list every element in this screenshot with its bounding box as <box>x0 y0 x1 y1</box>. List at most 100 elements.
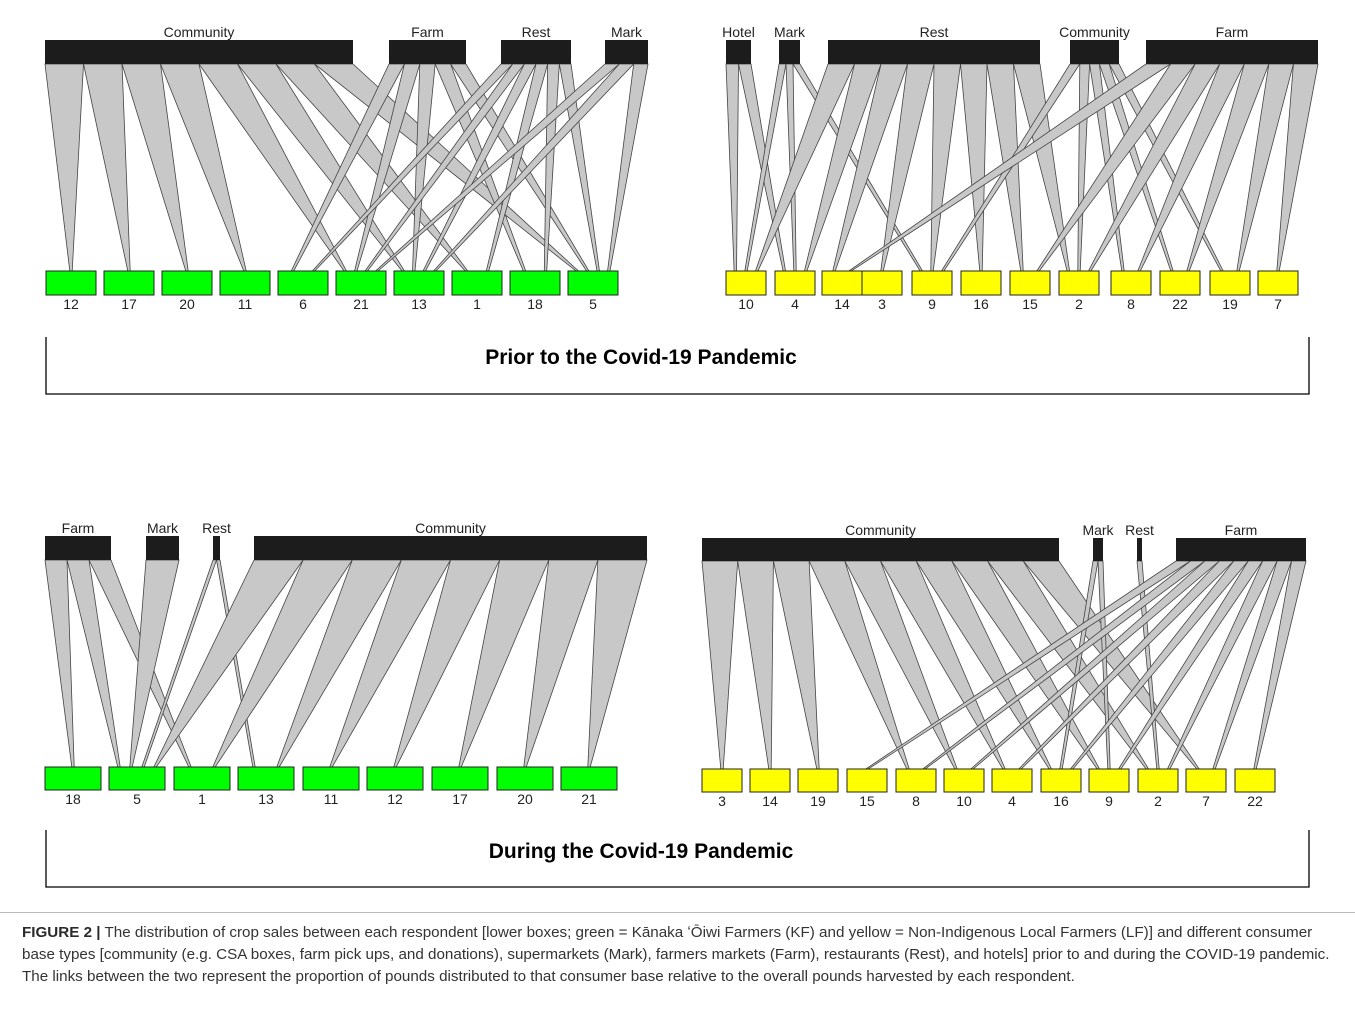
respondent-label-14: 14 <box>762 793 778 809</box>
link-community-to-3 <box>701 560 739 770</box>
link-farm-to-18 <box>44 559 75 768</box>
link-community-to-17 <box>83 63 131 272</box>
consumer-label-rest: Rest <box>1125 522 1154 538</box>
respondent-box-14 <box>821 270 863 296</box>
consumer-bar-rest <box>828 40 1040 64</box>
respondent-box-19 <box>797 768 839 793</box>
respondent-label-5: 5 <box>589 296 597 312</box>
nodes-layer: Community Mark Rest Farm 3 14 19 15 8 10 4 16 9 2 7 22 <box>701 522 1306 809</box>
respondent-box-18 <box>509 270 561 296</box>
respondent-box-13 <box>237 766 295 791</box>
respondent-box-20 <box>496 766 554 791</box>
respondent-box-11 <box>302 766 360 791</box>
link-farm-to-13 <box>412 63 436 272</box>
nodes-layer: Hotel Mark Rest Community Farm 10 4 14 3 9 16 15 2 8 2… <box>722 24 1318 312</box>
respondent-box-5 <box>567 270 619 296</box>
respondent-label-22: 22 <box>1247 793 1263 809</box>
respondent-label-11: 11 <box>324 791 339 807</box>
respondent-label-18: 18 <box>65 791 81 807</box>
figure-label: FIGURE 2 | <box>22 924 101 941</box>
respondent-label-6: 6 <box>299 296 307 312</box>
consumer-bar-community <box>1070 40 1119 64</box>
link-rest-to-18 <box>543 63 560 272</box>
respondent-box-10 <box>725 270 767 296</box>
respondent-label-12: 12 <box>387 791 403 807</box>
consumer-label-community: Community <box>1059 24 1130 40</box>
link-community-to-14 <box>737 560 774 770</box>
panel-prior-bracket: Prior to the Covid-19 Pandemic <box>45 337 1310 395</box>
respondent-box-16 <box>1040 768 1082 793</box>
respondent-box-6 <box>277 270 329 296</box>
panel-during-bracket: During the Covid-19 Pandemic <box>45 830 1310 888</box>
respondent-box-1 <box>451 270 503 296</box>
consumer-bar-mark <box>605 40 648 64</box>
respondent-box-4 <box>991 768 1033 793</box>
respondent-box-9 <box>911 270 953 296</box>
consumer-label-hotel: Hotel <box>722 24 755 40</box>
respondent-box-16 <box>960 270 1002 296</box>
respondent-box-12 <box>45 270 97 296</box>
link-community-to-19 <box>772 560 820 770</box>
consumer-bar-mark <box>779 40 800 64</box>
consumer-bar-mark <box>146 536 179 560</box>
consumer-label-community: Community <box>845 522 916 538</box>
consumer-label-mark: Mark <box>774 24 806 40</box>
respondent-label-2: 2 <box>1154 793 1162 809</box>
consumer-bar-rest <box>213 536 220 560</box>
respondent-label-14: 14 <box>834 296 850 312</box>
panel-prior-title: Prior to the Covid-19 Pandemic <box>485 346 797 369</box>
consumer-label-community: Community <box>164 24 235 40</box>
respondent-box-4 <box>774 270 816 296</box>
panel-during-title: During the Covid-19 Pandemic <box>489 840 794 863</box>
respondent-label-15: 15 <box>1022 296 1038 312</box>
respondent-label-9: 9 <box>1105 793 1113 809</box>
link-mark-to-9 <box>1097 560 1111 770</box>
respondent-label-19: 19 <box>1222 296 1238 312</box>
respondent-label-8: 8 <box>912 793 920 809</box>
respondent-label-21: 21 <box>581 791 597 807</box>
consumer-label-mark: Mark <box>147 520 179 536</box>
respondent-label-11: 11 <box>238 296 253 312</box>
respondent-label-17: 17 <box>452 791 468 807</box>
respondent-label-16: 16 <box>973 296 989 312</box>
respondent-label-21: 21 <box>353 296 369 312</box>
consumer-label-farm: Farm <box>1225 522 1258 538</box>
link-community-to-12 <box>44 63 84 272</box>
respondent-label-13: 13 <box>411 296 427 312</box>
network-during-kf: Farm Mark Rest Community 18 5 1 13 11 12 17 20 21 <box>44 520 648 807</box>
consumer-label-community: Community <box>415 520 486 536</box>
consumer-bar-farm <box>389 40 466 64</box>
consumer-label-mark: Mark <box>1082 522 1114 538</box>
link-rest-to-9 <box>930 63 961 272</box>
respondent-label-2: 2 <box>1075 296 1083 312</box>
consumer-bar-mark <box>1093 538 1103 561</box>
respondent-box-10 <box>943 768 985 793</box>
respondent-box-2 <box>1058 270 1100 296</box>
respondent-box-11 <box>219 270 271 296</box>
respondent-label-5: 5 <box>133 791 141 807</box>
network-prior-kf: Community Farm Rest Mark 12 17 20 11 6 21 13 1 18 5 <box>44 24 649 312</box>
respondent-label-9: 9 <box>928 296 936 312</box>
respondent-box-12 <box>366 766 424 791</box>
network-prior-lf: Hotel Mark Rest Community Farm 10 4 14 3 9 16 15 2 8 2… <box>722 24 1319 312</box>
respondent-label-3: 3 <box>718 793 726 809</box>
respondent-box-14 <box>749 768 791 793</box>
respondent-box-22 <box>1159 270 1201 296</box>
respondent-box-7 <box>1185 768 1227 793</box>
consumer-bar-farm <box>45 536 111 560</box>
respondent-label-1: 1 <box>473 296 481 312</box>
consumer-bar-community <box>45 40 353 64</box>
respondent-label-8: 8 <box>1127 296 1135 312</box>
figure-caption: FIGURE 2 | The distribution of crop sale… <box>22 922 1337 988</box>
links-layer <box>44 559 648 768</box>
respondent-box-20 <box>161 270 213 296</box>
consumer-bar-rest <box>501 40 571 64</box>
respondent-label-10: 10 <box>738 296 754 312</box>
respondent-label-10: 10 <box>956 793 972 809</box>
consumer-label-rest: Rest <box>920 24 949 40</box>
respondent-box-2 <box>1137 768 1179 793</box>
respondent-label-20: 20 <box>517 791 533 807</box>
link-hotel-to-10 <box>725 63 739 272</box>
respondent-label-13: 13 <box>258 791 274 807</box>
